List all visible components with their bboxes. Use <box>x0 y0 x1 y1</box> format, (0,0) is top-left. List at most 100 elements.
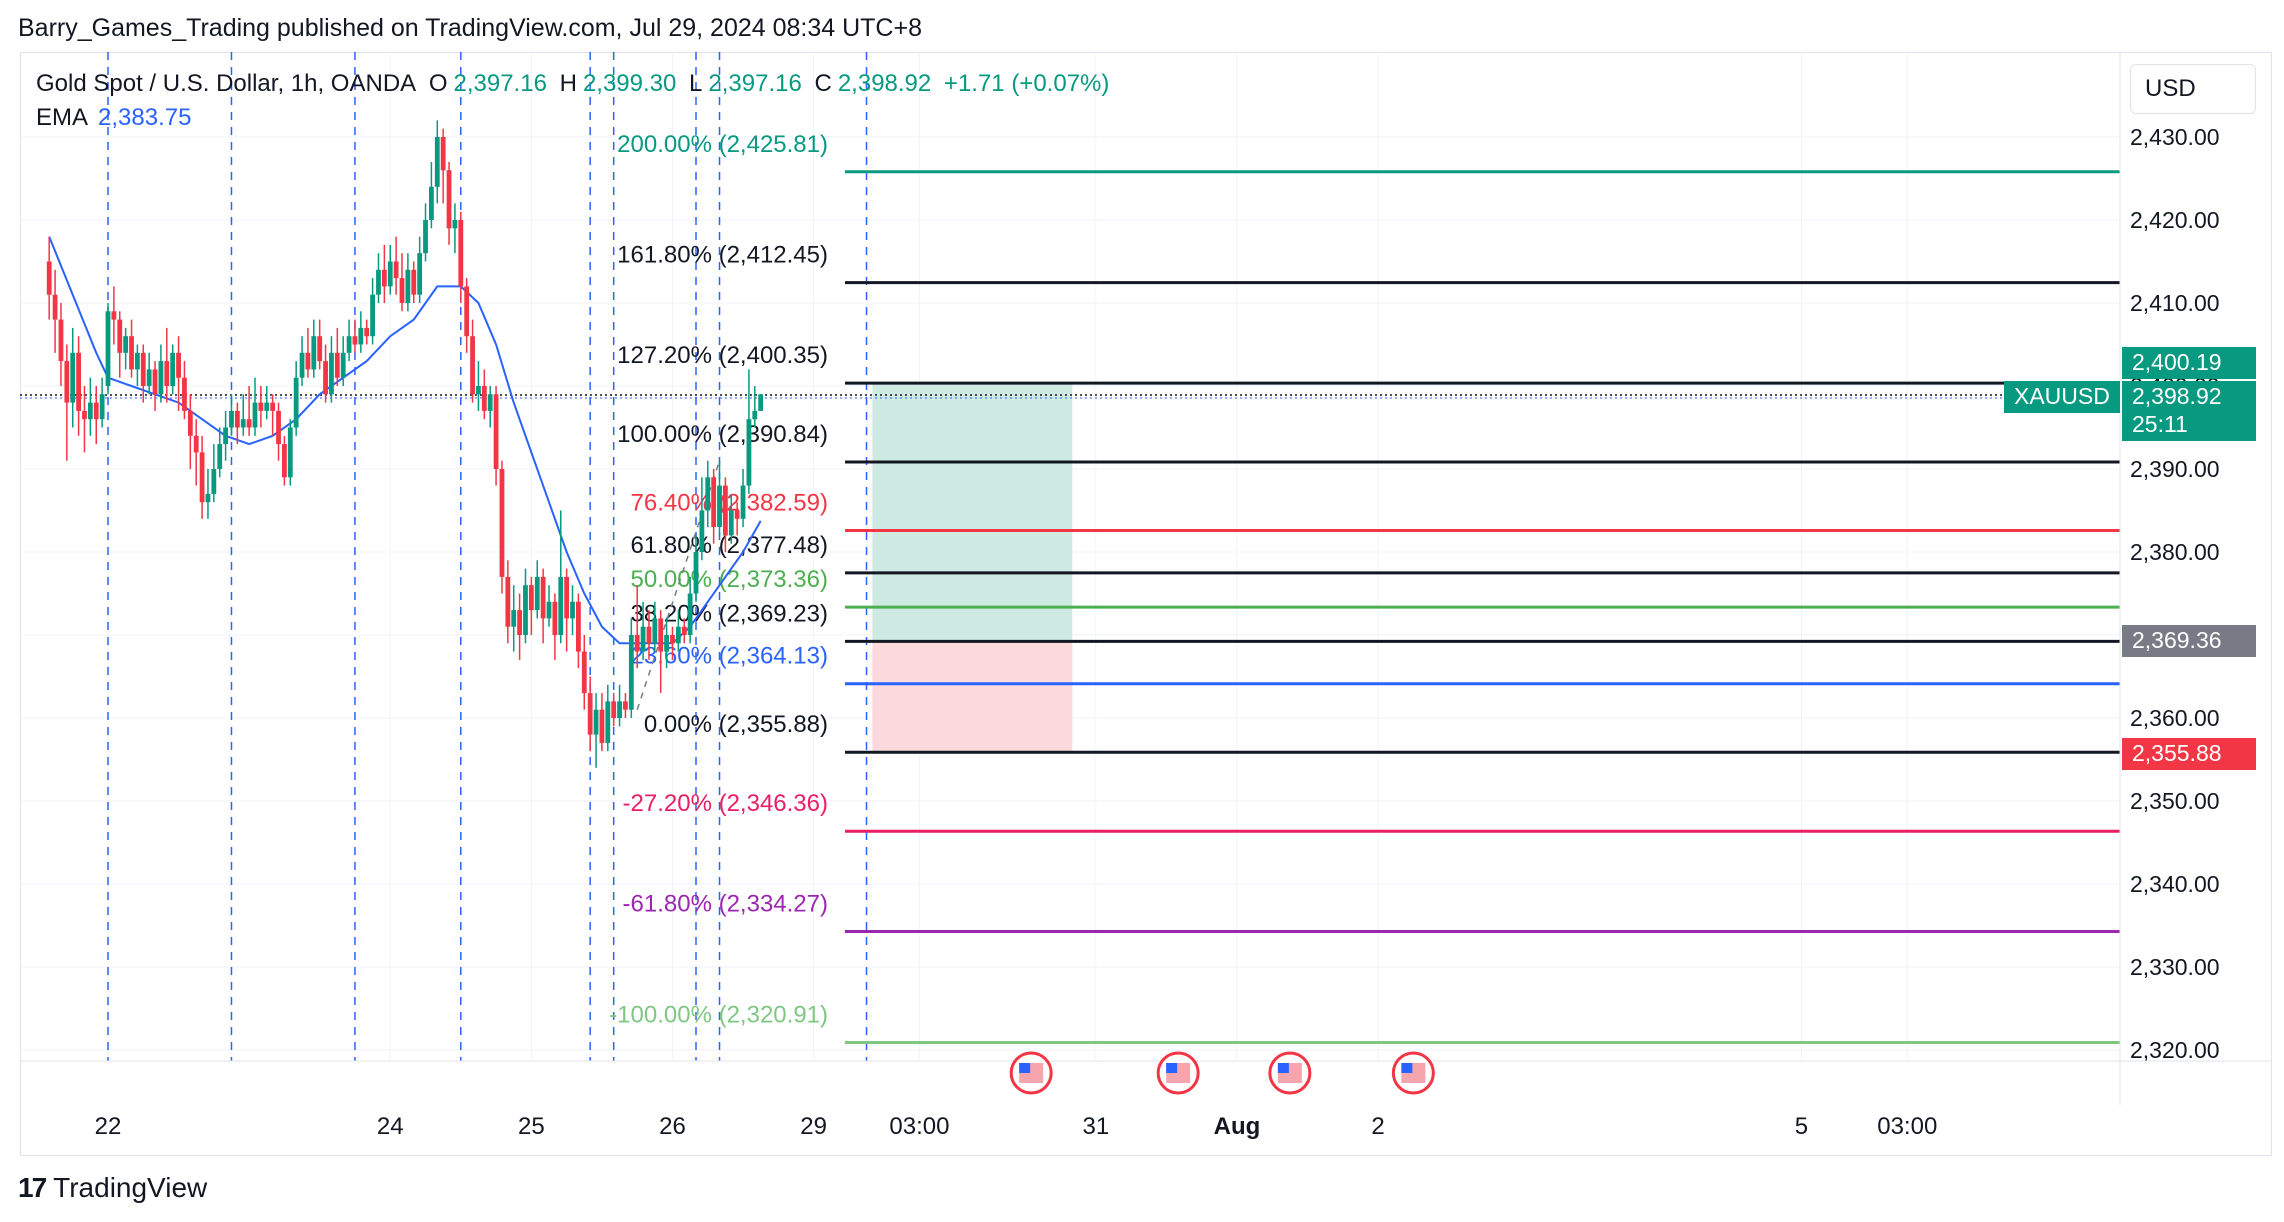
flag-canton <box>1401 1063 1413 1073</box>
candle-body <box>358 327 364 345</box>
fib-level-label: 127.20% (2,400.35) <box>617 342 828 369</box>
ema-polyline <box>48 236 762 645</box>
close-value: 2,398.92 <box>837 70 932 97</box>
fib-level-label: 161.80% (2,412.45) <box>617 242 828 269</box>
candle-body <box>458 220 464 287</box>
candle-body <box>417 253 423 295</box>
y-tick-label: 2,390.00 <box>2130 456 2220 482</box>
candle-body <box>581 651 587 694</box>
candle-body <box>605 701 611 743</box>
candle-body <box>293 377 299 428</box>
candle-body <box>599 709 605 743</box>
candle-body <box>593 709 599 735</box>
candle-body <box>423 220 428 254</box>
candle-body <box>523 585 528 635</box>
candle-body <box>611 701 617 718</box>
candle-body <box>229 410 234 428</box>
x-tick-label: 5 <box>1795 1113 1808 1140</box>
candle-body <box>276 410 281 445</box>
candle-body <box>246 419 252 428</box>
candle-body <box>105 311 111 386</box>
candle-body <box>758 394 764 411</box>
candle-body <box>93 402 99 420</box>
candle-body <box>146 369 152 386</box>
y-tick-label: 2,340.00 <box>2130 871 2220 897</box>
candle-body <box>87 402 93 420</box>
candle-body <box>670 635 675 644</box>
candle-body <box>546 601 552 619</box>
candle-body <box>734 510 740 519</box>
candle-body <box>675 626 681 644</box>
candle-body <box>329 352 334 395</box>
loss-zone <box>872 640 1073 753</box>
candle-body <box>511 610 517 627</box>
brand-name: TradingView <box>53 1172 208 1203</box>
ema-legend[interactable]: EMA 2,383.75 <box>36 104 191 132</box>
target-price-tag: 2,400.19 <box>2122 347 2256 379</box>
low-value: 2,397.16 <box>708 70 802 97</box>
candle-body <box>693 552 699 594</box>
candle-body <box>470 336 475 395</box>
x-tick-label: 25 <box>518 1113 545 1140</box>
candle-body <box>270 402 276 411</box>
candle-body <box>305 352 311 370</box>
y-tick-label: 2,320.00 <box>2130 1037 2220 1063</box>
candle-body <box>364 327 370 337</box>
candle-body <box>340 352 346 378</box>
candle-body <box>434 137 440 187</box>
x-tick-label: 22 <box>95 1113 122 1140</box>
candle-body <box>528 585 534 611</box>
candle-body <box>123 336 129 353</box>
candle-body <box>129 336 134 370</box>
candle-body <box>476 386 481 395</box>
candle-body <box>46 261 52 295</box>
fib-level-label: -61.80% (2,334.27) <box>623 891 828 918</box>
tradingview-logo[interactable]: 17 TradingView <box>18 1172 207 1204</box>
candle-body <box>481 386 487 411</box>
flag-canton <box>1166 1063 1178 1073</box>
candle-body <box>70 352 76 403</box>
candle-body <box>82 410 87 420</box>
low-label: L <box>689 70 703 97</box>
x-tick-label: 03:00 <box>1877 1113 1937 1140</box>
candle-body <box>740 485 746 519</box>
candle-body <box>464 286 470 337</box>
candle-body <box>723 485 728 536</box>
symbol-legend[interactable]: Gold Spot / U.S. Dollar, 1h, OANDA O 2,39… <box>36 70 1115 98</box>
candle-body <box>99 394 105 420</box>
candle-body <box>646 626 652 644</box>
candle-body <box>164 361 170 386</box>
candle-body <box>570 601 575 619</box>
candles <box>46 120 764 768</box>
symbol-name: Gold Spot / U.S. Dollar, 1h, OANDA <box>36 70 417 97</box>
candle-body <box>393 261 399 279</box>
candle-body <box>135 352 140 370</box>
tradingview-mark-icon: 17 <box>18 1172 47 1203</box>
candle-body <box>399 278 405 303</box>
candle-body <box>505 576 511 627</box>
position-zones <box>20 384 2120 753</box>
candle-body <box>540 576 546 619</box>
candle-body <box>411 269 417 295</box>
y-tick-label: 2,350.00 <box>2130 788 2220 814</box>
fib-level-label: 100.00% (2,390.84) <box>617 421 828 448</box>
candle-body <box>717 485 722 528</box>
high-label: H <box>559 70 577 97</box>
candle-body <box>711 477 717 528</box>
candle-body <box>240 419 246 428</box>
candle-body <box>487 394 493 411</box>
candle-body <box>287 427 293 478</box>
candle-body <box>746 419 752 486</box>
economic-events <box>1009 1051 1435 1095</box>
candle-body <box>234 410 240 428</box>
candle-body <box>346 336 352 353</box>
fib-levels: 200.00% (2,425.81) 161.80% (2,412.45) 127.… <box>609 131 2120 1044</box>
fib-level-label: 0.00% (2,355.88) <box>644 711 828 738</box>
candle-body <box>452 220 458 229</box>
candle-body <box>752 410 758 420</box>
currency-button[interactable]: USD <box>2130 64 2256 114</box>
candle-body <box>64 361 70 403</box>
fib-level-label: 200.00% (2,425.81) <box>617 131 828 158</box>
stop-price-tag: 2,355.88 <box>2122 738 2256 770</box>
